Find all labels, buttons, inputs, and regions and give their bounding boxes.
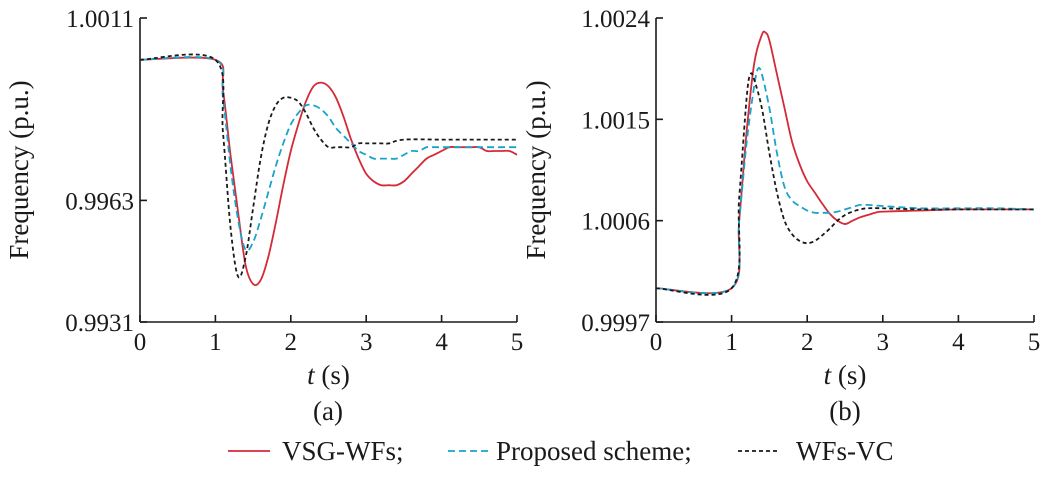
y-axis-title: Frequency (p.u.) <box>521 80 551 259</box>
x-tick-label: 5 <box>1028 329 1041 356</box>
panel-label: (a) <box>313 396 343 426</box>
y-tick-label: 0.9931 <box>65 310 134 337</box>
x-tick-label: 3 <box>360 329 373 356</box>
series-line-proposed-scheme <box>655 66 1035 295</box>
chart-panel-a: 0 1 2 3 4 5 0.9931 0.9963 1.0011 Frequency (p.u.)… <box>4 6 523 426</box>
x-tick-label: 5 <box>511 329 524 356</box>
x-axis-title: t (s) <box>307 360 350 390</box>
x-tick-label: 2 <box>801 329 814 356</box>
x-axis-title-unit: (s) <box>831 360 866 390</box>
series-line-wfs-vc <box>655 72 1034 296</box>
chart-panel-b: 0 1 2 3 4 5 0.9997 1.0006 1.0015 1.0024 Frequency … <box>521 6 1040 426</box>
x-tick-label: 4 <box>952 329 965 356</box>
x-tick-label: 1 <box>725 329 738 356</box>
x-tick-label: 1 <box>209 329 222 356</box>
y-tick-label: 1.0024 <box>581 6 650 33</box>
x-tick-label: 0 <box>134 329 147 356</box>
y-tick-label: 1.0006 <box>581 209 650 236</box>
series-line-vsg-wfs <box>139 56 518 286</box>
x-tick-label: 2 <box>285 329 298 356</box>
x-tick-label: 3 <box>877 329 890 356</box>
x-tick-label: 0 <box>650 329 663 356</box>
y-tick-label: 1.0011 <box>66 6 134 33</box>
series-line-wfs-vc <box>139 53 517 279</box>
panel-label: (b) <box>829 396 860 426</box>
x-tick-label: 4 <box>435 329 448 356</box>
y-tick-label: 1.0015 <box>581 107 650 134</box>
legend-label-vsg-wfs: VSG-WFs; <box>282 436 404 466</box>
x-axis-title-unit: (s) <box>315 360 350 390</box>
legend: VSG-WFs; Proposed scheme; WFs-VC <box>228 436 894 466</box>
y-tick-label: 0.9963 <box>65 188 134 215</box>
legend-label-wfs-vc: WFs-VC <box>796 436 894 466</box>
x-axis-title-variable: t <box>824 360 833 390</box>
series-line-proposed-scheme <box>139 56 517 252</box>
y-tick-label: 0.9997 <box>581 310 650 337</box>
legend-label-proposed-scheme: Proposed scheme; <box>496 436 692 466</box>
x-axis-title: t (s) <box>824 360 867 390</box>
x-axis-title-variable: t <box>307 360 316 390</box>
y-axis-title: Frequency (p.u.) <box>4 80 34 259</box>
series-line-vsg-wfs <box>655 30 1034 295</box>
